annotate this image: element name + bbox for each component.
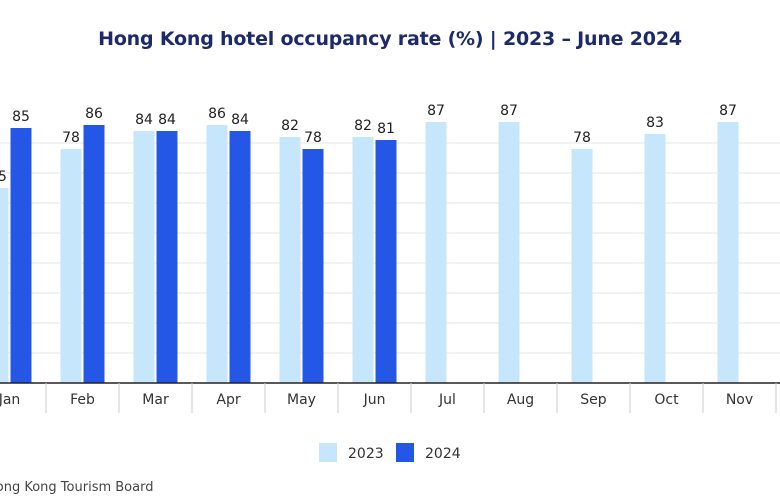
bar-2024-mar (156, 131, 178, 383)
data-label-2024-may: 78 (304, 130, 322, 146)
legend-label-2023: 2023 (348, 446, 384, 462)
x-tick-jan: Jan (0, 392, 20, 408)
x-tick-mar: Mar (142, 392, 169, 408)
source-note: Hong Kong Tourism Board (0, 480, 154, 495)
x-tick-apr: Apr (216, 392, 240, 408)
x-tick-oct: Oct (654, 392, 679, 408)
bar-2023-feb (60, 149, 82, 383)
bar-2023-oct (644, 134, 666, 383)
bar-2024-may (302, 149, 324, 383)
data-label-2024-mar: 84 (158, 112, 176, 128)
bar-2023-nov (717, 122, 739, 383)
bar-2023-mar (133, 131, 155, 383)
legend-swatch-2023 (319, 443, 337, 462)
x-tick-may: May (287, 392, 316, 408)
x-tick-jun: Jun (363, 392, 386, 408)
data-label-2024-jan: 85 (12, 109, 30, 125)
data-label-2024-apr: 84 (231, 112, 249, 128)
x-tick-aug: Aug (507, 392, 534, 408)
data-label-2023-aug: 87 (500, 103, 518, 119)
data-label-2023-oct: 83 (646, 115, 664, 131)
x-axis: JanFebMarAprMayJunJulAugSepOctNovDec (0, 382, 780, 413)
data-label-2023-apr: 86 (208, 106, 226, 122)
legend-swatch-2024 (396, 443, 414, 462)
bar-2023-jan (0, 188, 9, 383)
x-tick-jul: Jul (438, 392, 456, 408)
bar-2023-apr (206, 125, 228, 383)
bars (0, 122, 739, 383)
data-label-2023-nov: 87 (719, 103, 737, 119)
data-label-2023-mar: 84 (135, 112, 153, 128)
data-label-2023-jul: 87 (427, 103, 445, 119)
bar-2024-apr (229, 131, 251, 383)
legend: 2023 2024 (319, 443, 461, 462)
data-label-2023-may: 82 (281, 118, 299, 134)
chart-title: Hong Kong hotel occupancy rate (%) | 202… (98, 28, 682, 50)
data-labels: 65 85 78 86 84 84 86 84 82 78 82 81 87 87 78 83 87 (0, 103, 737, 185)
bar-2023-jun (352, 137, 374, 383)
data-label-2023-feb: 78 (62, 130, 80, 146)
bar-2023-sep (571, 149, 593, 383)
bar-2024-jan (10, 128, 32, 383)
data-label-2023-jun: 82 (354, 118, 372, 134)
legend-label-2024: 2024 (425, 446, 461, 462)
bar-2024-feb (83, 125, 105, 383)
data-label-2024-feb: 86 (85, 106, 103, 122)
data-label-2023-sep: 78 (573, 130, 591, 146)
bar-2024-jun (375, 140, 397, 383)
bar-2023-may (279, 137, 301, 383)
x-tick-feb: Feb (70, 392, 95, 408)
x-tick-nov: Nov (726, 392, 753, 408)
x-tick-sep: Sep (580, 392, 607, 408)
data-label-2023-jan: 65 (0, 169, 7, 185)
bar-2023-jul (425, 122, 447, 383)
bar-2023-aug (498, 122, 520, 383)
data-label-2024-jun: 81 (377, 121, 395, 137)
